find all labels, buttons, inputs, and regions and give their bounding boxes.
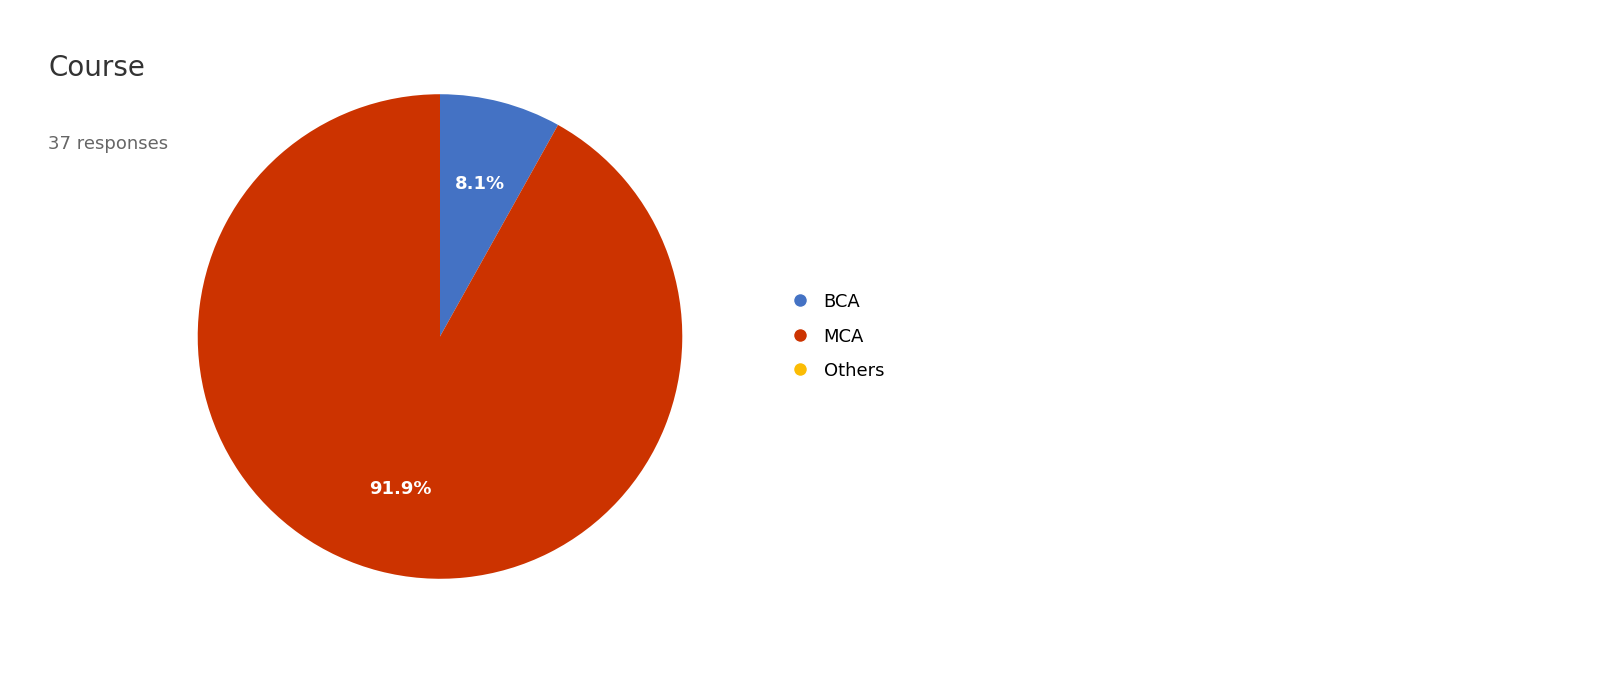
Legend: BCA, MCA, Others: BCA, MCA, Others bbox=[782, 284, 893, 389]
Text: 8.1%: 8.1% bbox=[454, 175, 504, 193]
Text: 91.9%: 91.9% bbox=[370, 480, 432, 498]
Wedge shape bbox=[440, 94, 558, 336]
Text: Course: Course bbox=[48, 54, 146, 82]
Text: 37 responses: 37 responses bbox=[48, 135, 168, 153]
Wedge shape bbox=[198, 94, 682, 579]
